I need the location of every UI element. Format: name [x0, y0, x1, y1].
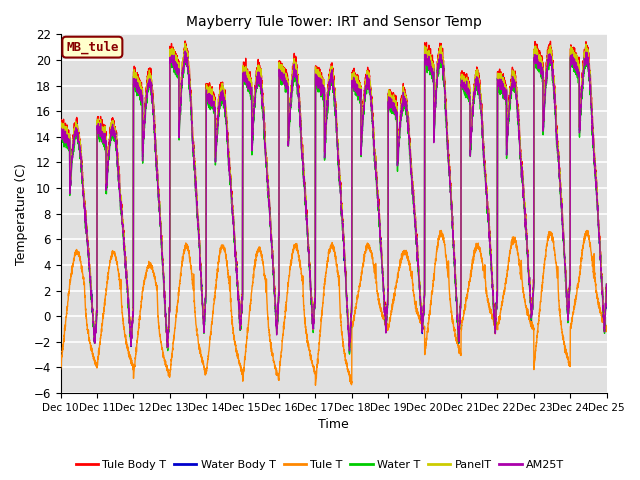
- X-axis label: Time: Time: [318, 419, 349, 432]
- Text: MB_tule: MB_tule: [66, 40, 118, 54]
- Title: Mayberry Tule Tower: IRT and Sensor Temp: Mayberry Tule Tower: IRT and Sensor Temp: [186, 15, 482, 29]
- Legend: Tule Body T, Water Body T, Tule T, Water T, PanelT, AM25T: Tule Body T, Water Body T, Tule T, Water…: [71, 456, 569, 474]
- Y-axis label: Temperature (C): Temperature (C): [15, 163, 28, 264]
